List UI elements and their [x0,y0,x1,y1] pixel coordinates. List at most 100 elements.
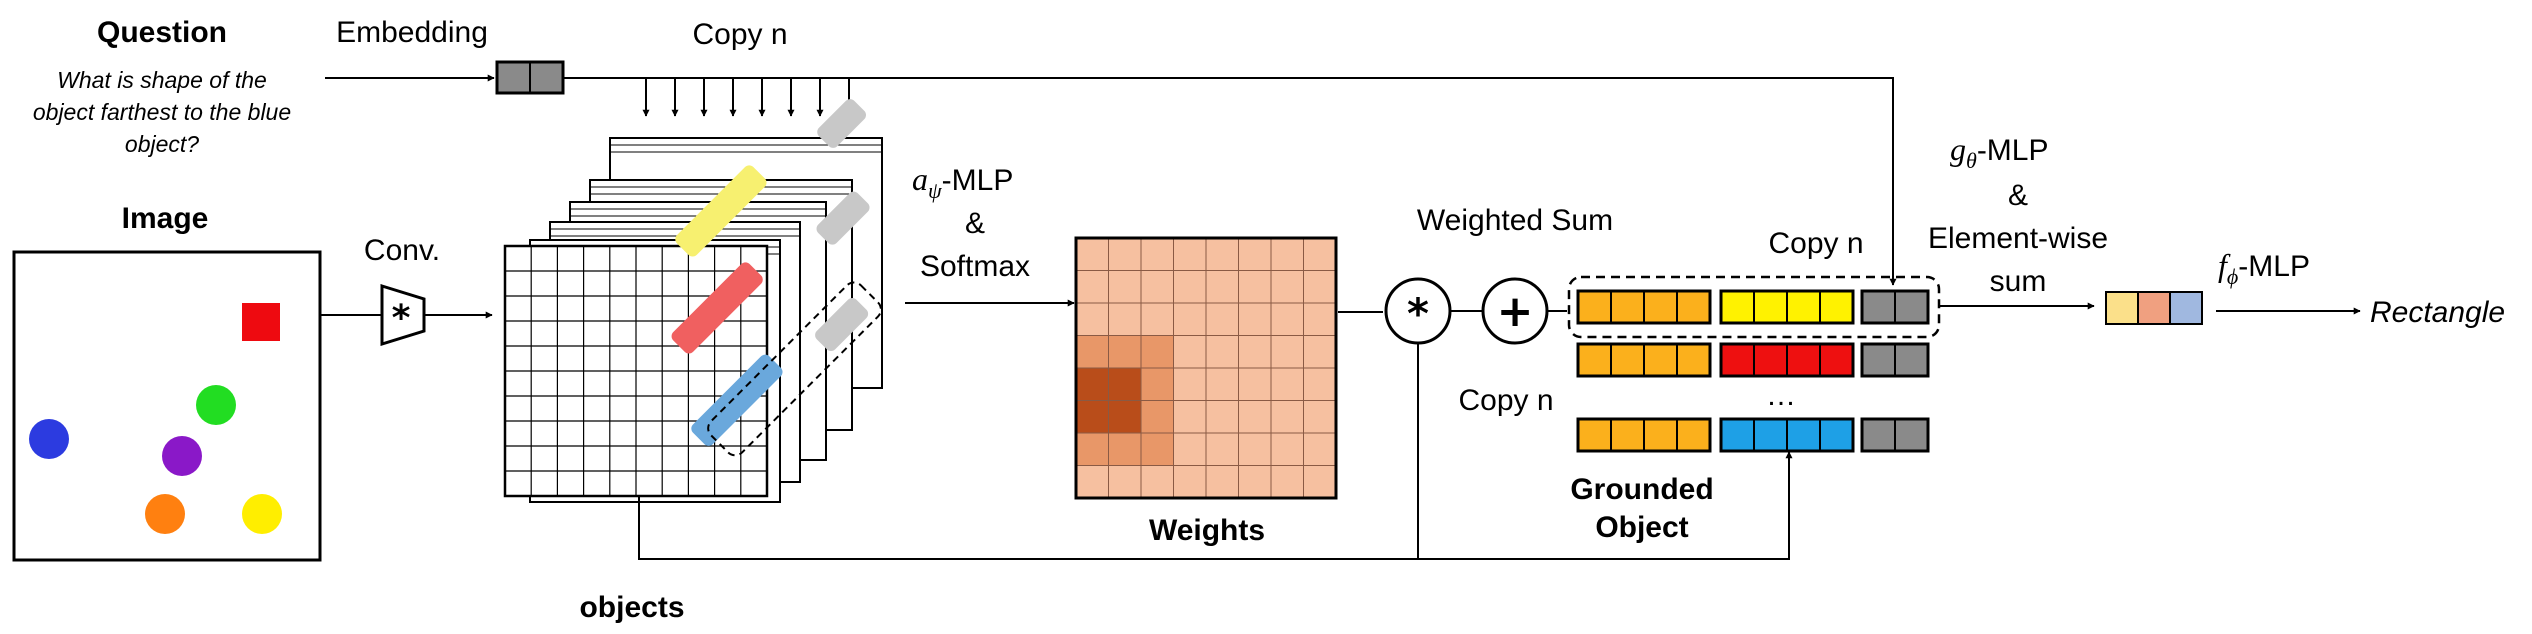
output-vector [2105,291,2203,325]
weight-cell [1303,302,1337,336]
weight-cell [1205,400,1239,434]
weight-cell [1075,432,1109,466]
weight-cell [1270,432,1304,466]
weight-cell [1075,270,1109,304]
elementwise-label: Element-wise [1928,222,2108,255]
weight-cell [1108,400,1142,434]
weight-cell [1108,335,1142,369]
purple-circle-object [162,436,202,476]
answer-label: Rectangle [2370,296,2505,329]
gray-object-feature-2 [816,191,870,245]
weight-cell [1173,302,1207,336]
weight-cell [1238,270,1272,304]
weight-cell [1075,237,1109,271]
ampersand-2: & [2008,179,2028,212]
feature-map-stack [503,137,883,503]
red-square-object [242,303,280,341]
weight-cell [1075,302,1109,336]
orange-circle-object [145,494,185,534]
grounded-object-row [1576,417,1930,453]
green-circle-object [196,385,236,425]
weight-cell [1140,302,1174,336]
weight-cell [1205,302,1239,336]
sum-plus: + [1497,286,1534,337]
weight-cell [1303,465,1337,499]
features-bottom-route-arrow [638,451,1793,560]
weight-cell [1075,465,1109,499]
weight-cell [1238,302,1272,336]
grounded-object-row [1576,342,1930,378]
weight-cell [1270,465,1304,499]
weight-cell [1140,237,1174,271]
copy-n-right-label: Copy n [1768,227,1863,260]
weight-cell [1270,367,1304,401]
grounded-object-rows [1576,289,1930,453]
g-mlp-label: gθ-MLP [1950,131,2049,173]
grounded-label-line-1: Grounded [1570,473,1713,506]
weight-cell [1140,367,1174,401]
objects-label: objects [579,591,684,624]
weight-cell [1303,237,1337,271]
gray-object-feature-1 [817,99,866,148]
conv-filter-icon [380,283,426,347]
grounded-object-row [1576,289,1930,325]
weight-cell [1205,465,1239,499]
weights-label: Weights [1149,514,1265,547]
weight-cell [1075,367,1109,401]
yellow-object-feature [675,165,767,257]
weight-cell [1108,367,1142,401]
weight-cell [1140,400,1174,434]
weight-cell [1108,270,1142,304]
weight-cell [1173,237,1207,271]
weight-cell [1238,432,1272,466]
weight-cell [1173,400,1207,434]
weight-cell [1270,335,1304,369]
weight-cell [1140,335,1174,369]
weight-cell [1205,237,1239,271]
weight-cell [1270,302,1304,336]
weight-cell [1108,237,1142,271]
grounded-row-dashed-outline [1567,275,1941,339]
weight-cell [1205,432,1239,466]
conv-asterisk: * [392,298,411,339]
attention-weights-grid [1074,236,1338,500]
weight-cell [1205,335,1239,369]
weight-cell [1303,367,1337,401]
weight-cell [1238,237,1272,271]
multiply-asterisk: * [1407,289,1429,338]
weight-cell [1238,335,1272,369]
yellow-circle-object [242,494,282,534]
conv-label: Conv. [364,234,440,267]
weight-cell [1140,465,1174,499]
weight-cell [1173,367,1207,401]
weight-cell [1270,270,1304,304]
weight-cell [1075,335,1109,369]
weight-cell [1173,465,1207,499]
softmax-label: Softmax [920,250,1030,283]
question-line-1: What is shape of the [57,67,267,93]
weight-cell [1173,432,1207,466]
embedding-vector [495,60,565,95]
blue-object-feature [691,354,783,446]
weight-cell [1140,270,1174,304]
gray-object-feature-3 [815,298,869,352]
weight-cell [1238,465,1272,499]
weight-cell [1173,335,1207,369]
weight-cell [1303,335,1337,369]
copy-n-mid-label: Copy n [1458,384,1553,417]
weighted-sum-label: Weighted Sum [1417,204,1613,237]
weight-cell [1205,367,1239,401]
ampersand-1: & [965,207,985,240]
grounded-ellipsis: … [1766,379,1796,412]
weight-cell [1303,432,1337,466]
weight-cell [1303,270,1337,304]
question-line-2: object farthest to the blue [33,99,291,125]
question-line-3: object? [125,131,199,157]
weight-cell [1303,400,1337,434]
weight-cell [1140,432,1174,466]
weight-cell [1205,270,1239,304]
embedding-label: Embedding [336,16,488,49]
copy-n-top-label: Copy n [692,18,787,51]
f-mlp-label: fϕ-MLP [2218,247,2310,289]
weight-cell [1238,367,1272,401]
